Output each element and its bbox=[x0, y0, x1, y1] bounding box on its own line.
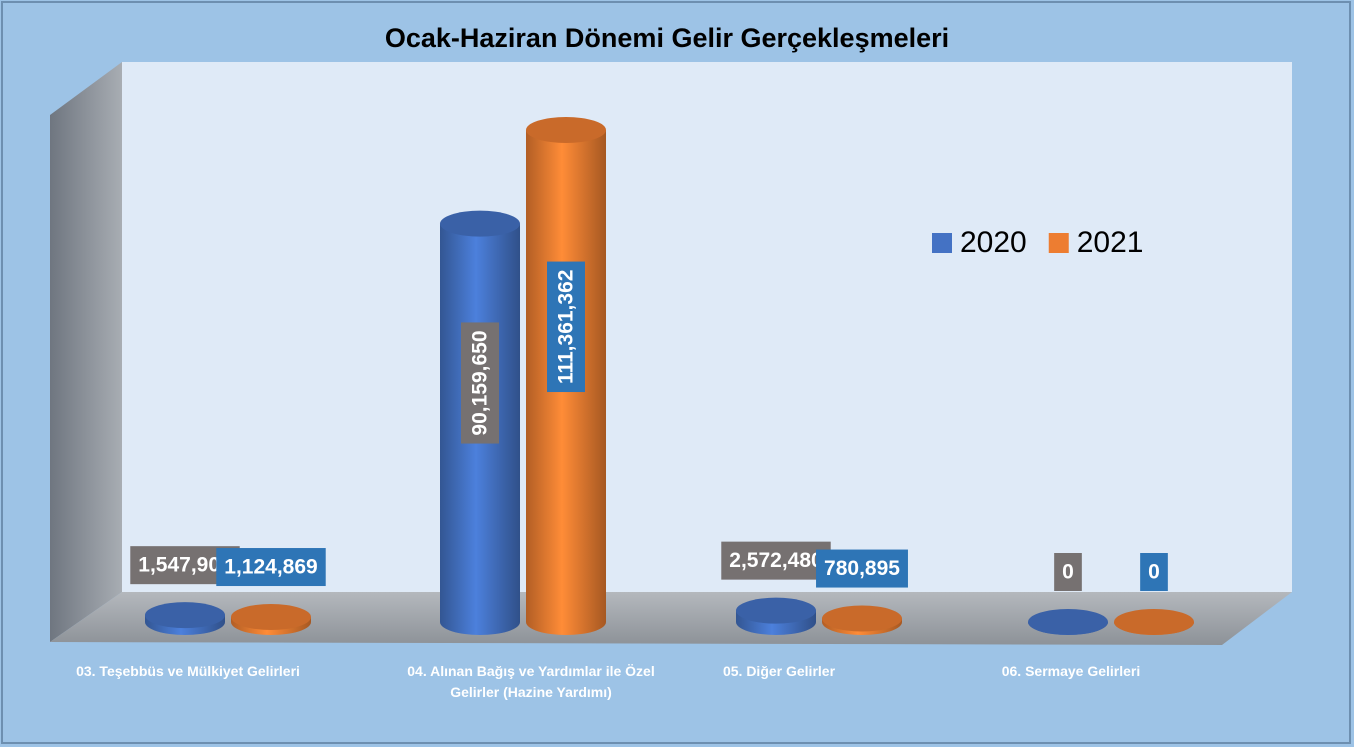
data-label: 780,895 bbox=[824, 557, 900, 580]
data-label: 111,361,362 bbox=[555, 270, 578, 384]
data-label-group: 2,572,480 bbox=[721, 541, 831, 580]
data-label-group: 780,895 bbox=[816, 549, 908, 588]
x-tick-label: 04. Alınan Bağış ve Yardımlar ile Özel G… bbox=[407, 663, 655, 700]
legend-swatch bbox=[932, 233, 952, 253]
data-label-box bbox=[461, 322, 499, 444]
bar-top bbox=[440, 210, 520, 237]
data-label-box bbox=[1054, 553, 1082, 591]
side-wall bbox=[50, 62, 122, 642]
legend-label: 2020 bbox=[960, 226, 1027, 259]
data-label-box bbox=[216, 548, 326, 587]
data-label-box bbox=[547, 261, 585, 393]
data-label: 0 bbox=[1148, 561, 1160, 584]
bar bbox=[231, 604, 311, 635]
bar-top bbox=[736, 597, 816, 624]
data-label-group: 0 bbox=[1054, 553, 1082, 591]
bar-top bbox=[231, 604, 311, 631]
legend-swatch bbox=[1048, 233, 1069, 253]
data-label-group: 1,547,906 bbox=[130, 546, 240, 585]
x-tick-label: 03. Teşebbüs ve Mülkiyet Gelirleri bbox=[76, 663, 300, 679]
bar bbox=[1114, 609, 1194, 635]
data-label-group: 0 bbox=[1140, 553, 1168, 591]
chart-title: Ocak-Haziran Dönemi Gelir Gerçekleşmeler… bbox=[385, 23, 949, 53]
data-label: 0 bbox=[1062, 561, 1074, 584]
data-label: 90,159,650 bbox=[469, 330, 492, 435]
bar-top bbox=[822, 605, 902, 632]
bar bbox=[145, 602, 225, 635]
x-tick-label: 05. Diğer Gelirler bbox=[722, 663, 836, 679]
data-label: 1,124,869 bbox=[224, 556, 317, 579]
bar-top bbox=[1028, 609, 1108, 635]
bar-top bbox=[526, 117, 606, 143]
data-label-box bbox=[721, 541, 831, 580]
bar-top bbox=[1114, 609, 1194, 635]
floor bbox=[50, 592, 1292, 645]
legend-label: 2021 bbox=[1077, 226, 1144, 259]
x-tick-label: 06. Sermaye Gelirleri bbox=[1001, 663, 1141, 679]
data-label-group: 1,124,869 bbox=[216, 548, 326, 587]
bar bbox=[736, 597, 816, 635]
data-label-box bbox=[1140, 553, 1168, 591]
data-label-box bbox=[816, 549, 908, 588]
data-label-group: 90,159,650 bbox=[461, 322, 499, 444]
bar bbox=[1028, 609, 1108, 635]
bar bbox=[822, 605, 902, 635]
data-label-group: 111,361,362 bbox=[547, 261, 585, 393]
data-label: 1,547,906 bbox=[138, 554, 231, 577]
bar-top bbox=[145, 602, 225, 629]
data-label: 2,572,480 bbox=[729, 549, 822, 572]
back-wall bbox=[122, 62, 1292, 592]
